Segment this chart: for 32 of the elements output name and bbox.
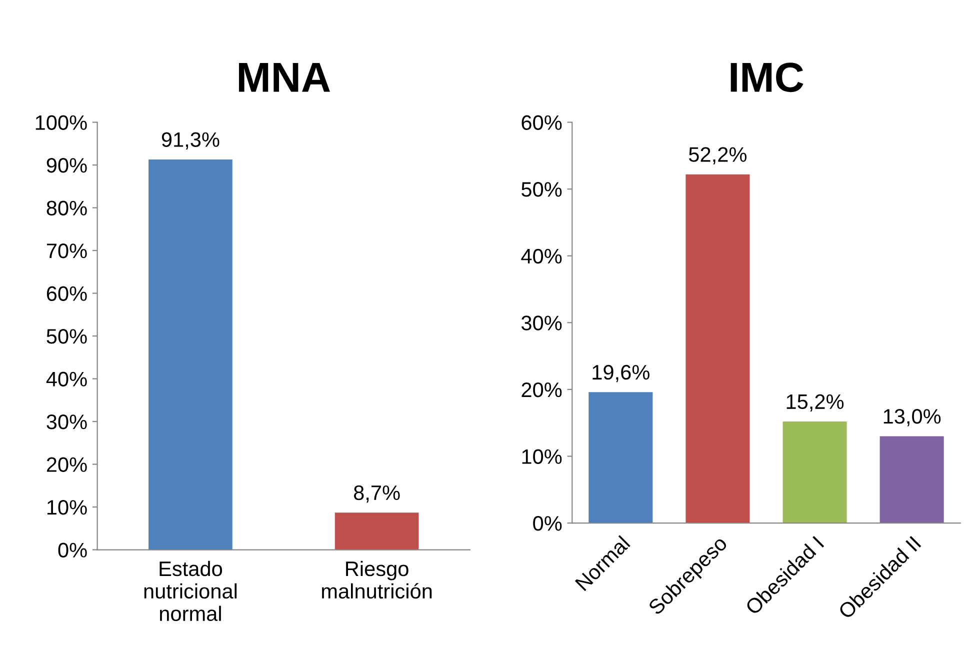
- y-tick-label: 70%: [46, 244, 87, 258]
- data-label: 52,2%: [689, 147, 747, 164]
- y-tick-label: 90%: [46, 158, 87, 173]
- y-tick-label: 60%: [522, 115, 562, 130]
- chart-title: MNA: [238, 63, 330, 92]
- y-tick-label: 80%: [46, 200, 87, 216]
- y-tick-label: 60%: [46, 286, 87, 302]
- y-tick-label: 30%: [46, 414, 87, 430]
- data-label: 15,2%: [786, 394, 844, 412]
- data-label: 13,0%: [884, 409, 941, 426]
- bar: [686, 174, 750, 524]
- y-tick-label: 50%: [522, 182, 562, 197]
- data-label: 91,3%: [162, 132, 220, 150]
- y-tick-label: 10%: [47, 500, 87, 515]
- bar: [588, 392, 653, 524]
- data-label: 19,6%: [592, 364, 650, 382]
- y-tick-label: 40%: [46, 372, 87, 387]
- bar: [782, 422, 847, 524]
- x-tick-label: Riesgo malnutrición: [322, 560, 432, 599]
- y-tick-label: 20%: [46, 457, 87, 472]
- data-label: 8,7%: [354, 485, 400, 503]
- y-tick-label: 30%: [522, 316, 562, 330]
- y-tick-label: 40%: [521, 248, 562, 264]
- y-tick-label: 10%: [522, 449, 562, 464]
- y-tick-label: 0%: [58, 542, 87, 558]
- y-tick-label: 0%: [533, 516, 562, 531]
- y-tick-label: 20%: [522, 382, 562, 398]
- bar: [880, 436, 944, 524]
- x-tick-label: Estado nutricional normal: [144, 560, 237, 622]
- y-tick-label: 50%: [46, 329, 87, 344]
- y-tick-label: 100%: [36, 115, 87, 130]
- chart-title: IMC: [730, 62, 804, 92]
